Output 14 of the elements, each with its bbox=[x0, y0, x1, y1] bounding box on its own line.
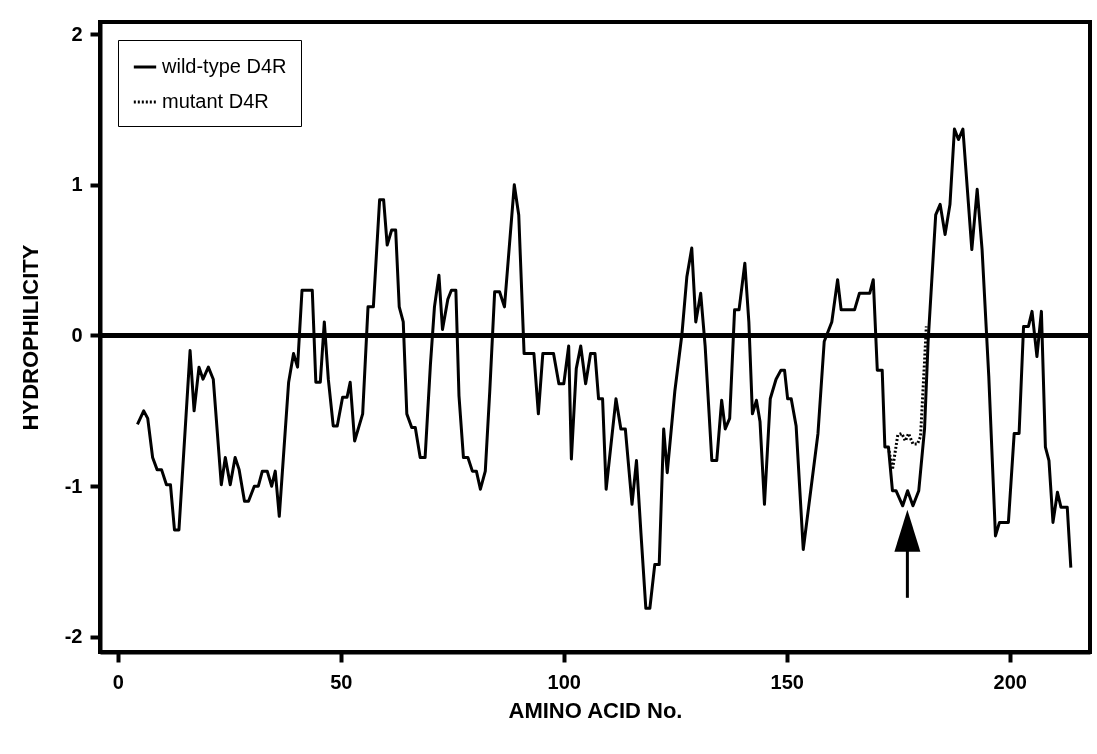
x-tick-label: 150 bbox=[770, 670, 804, 693]
y-tick-label: -1 bbox=[64, 474, 83, 497]
x-axis-title: AMINO ACID No. bbox=[508, 697, 683, 723]
y-tick-label: 0 bbox=[71, 323, 83, 346]
x-tick-label: 200 bbox=[993, 670, 1027, 693]
x-tick-label: 0 bbox=[112, 670, 124, 693]
y-tick-label: 2 bbox=[71, 22, 83, 45]
y-axis-title: HYDROPHILICITY bbox=[17, 244, 43, 431]
y-tick-label: 1 bbox=[71, 173, 83, 196]
x-tick-label: 100 bbox=[547, 670, 581, 693]
legend-label: mutant D4R bbox=[162, 90, 269, 112]
legend-label: wild-type D4R bbox=[161, 55, 287, 77]
x-tick-label: 50 bbox=[330, 670, 353, 693]
y-tick-label: -2 bbox=[64, 625, 83, 648]
